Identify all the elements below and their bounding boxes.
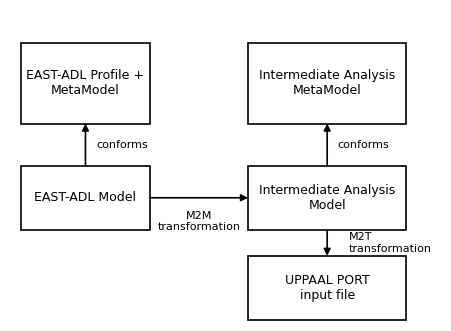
FancyBboxPatch shape — [248, 256, 406, 320]
Text: Intermediate Analysis
MetaModel: Intermediate Analysis MetaModel — [259, 69, 395, 97]
Text: conforms: conforms — [338, 140, 390, 150]
Text: UPPAAL PORT
input file: UPPAAL PORT input file — [285, 274, 369, 302]
Text: conforms: conforms — [96, 140, 148, 150]
Text: EAST-ADL Model: EAST-ADL Model — [34, 191, 137, 204]
FancyBboxPatch shape — [248, 166, 406, 230]
Text: EAST-ADL Profile +
MetaModel: EAST-ADL Profile + MetaModel — [27, 69, 144, 97]
FancyBboxPatch shape — [21, 166, 150, 230]
FancyBboxPatch shape — [21, 43, 150, 123]
FancyBboxPatch shape — [248, 43, 406, 123]
Text: Intermediate Analysis
Model: Intermediate Analysis Model — [259, 184, 395, 212]
Text: M2M
transformation: M2M transformation — [157, 211, 240, 232]
Text: M2T
transformation: M2T transformation — [349, 232, 432, 254]
